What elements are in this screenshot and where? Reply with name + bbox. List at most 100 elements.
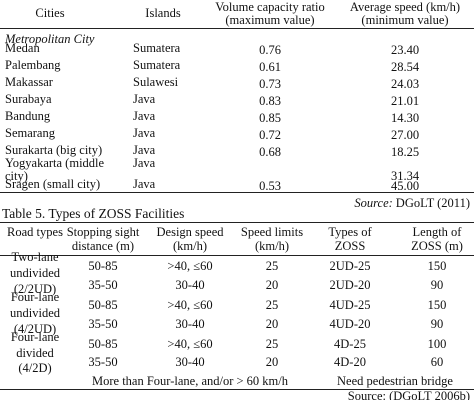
cell-value: 0.83 <box>259 94 281 108</box>
table-rule <box>0 192 474 193</box>
road-type: Two-lane <box>11 250 59 264</box>
city: city) <box>5 169 28 183</box>
cell-value: 20 <box>265 317 279 331</box>
column-header: (km/h) <box>172 239 208 253</box>
cell-value: 0.85 <box>259 111 281 125</box>
cell-value: 45.00 <box>390 179 420 193</box>
source-text: Source: (DGoLT 2006b) <box>347 389 470 400</box>
cell-value: 50-85 <box>88 337 118 351</box>
road-type: Four-lane <box>10 290 60 304</box>
table-rule <box>0 255 474 256</box>
cell-value: >40, ≤60 <box>167 298 213 312</box>
cell-value: 25 <box>265 298 279 312</box>
cell-value: 150 <box>427 259 447 273</box>
column-header: (maximum value) <box>225 13 315 27</box>
city: Medan <box>5 41 40 55</box>
island: Java <box>133 126 156 140</box>
cell-value: 4UD-20 <box>329 317 371 331</box>
column-header: Stopping sight <box>66 225 140 239</box>
city: Surakarta (big city) <box>5 143 103 157</box>
cell-value: 21.01 <box>390 94 420 108</box>
cell-value: >40, ≤60 <box>167 259 213 273</box>
cell-value: 31.34 <box>390 169 420 183</box>
city: Sragen (small city) <box>5 177 101 191</box>
road-type: (2/2UD) <box>13 282 57 296</box>
cell-value: 23.40 <box>390 43 420 57</box>
cell-value: 100 <box>427 337 447 351</box>
table-caption: Table 5. Types of ZOSS Facilities <box>2 206 185 221</box>
city: Surabaya <box>5 92 52 106</box>
source-text: DGoLT (2011) <box>395 196 470 210</box>
island: Java <box>133 143 156 157</box>
cell-value: 0.61 <box>259 60 281 74</box>
cell-value: 30-40 <box>175 317 205 331</box>
road-type: divided <box>16 346 54 360</box>
column-header: Road types <box>7 225 63 239</box>
city: Palembang <box>5 58 61 72</box>
cell-value: 18.25 <box>390 145 420 159</box>
island: Java <box>133 177 156 191</box>
footer-cell: More than Four-lane, and/or > 60 km/h <box>92 374 288 388</box>
column-header: (minimum value) <box>361 13 449 27</box>
cell-value: 2UD-25 <box>329 259 371 273</box>
city: Makassar <box>5 75 53 89</box>
column-header: Cities <box>35 6 65 20</box>
cell-value: >40, ≤60 <box>167 337 213 351</box>
road-type: Four-lane <box>10 330 60 344</box>
city: Yogyakarta (middle <box>5 156 105 170</box>
cell-value: 35-50 <box>88 317 118 331</box>
island: Sumatera <box>133 58 181 72</box>
cell-value: 0.53 <box>259 179 281 193</box>
cell-value: 28.54 <box>390 60 420 74</box>
column-header: ZOSS (m) <box>411 239 463 253</box>
column-header: Average speed (km/h) <box>349 0 461 14</box>
cell-value: 60 <box>430 355 444 369</box>
cell-value: 90 <box>430 317 444 331</box>
table-rule <box>0 389 474 390</box>
road-type: (4/2D) <box>18 361 52 375</box>
cell-value: 0.73 <box>259 77 281 91</box>
cell-value: 2UD-20 <box>329 278 371 292</box>
cell-value: 50-85 <box>88 298 118 312</box>
footer-cell: Need pedestrian bridge <box>337 374 453 388</box>
cell-value: 0.72 <box>259 128 281 142</box>
column-header: Volume capacity ratio <box>215 0 325 14</box>
island: Java <box>133 109 156 123</box>
cell-value: 0.76 <box>259 43 281 57</box>
island: Java <box>133 92 156 106</box>
cell-value: 25 <box>265 337 279 351</box>
city: Bandung <box>5 109 51 123</box>
cell-value: 35-50 <box>88 278 118 292</box>
column-header: ZOSS <box>334 239 366 253</box>
column-header: Length of <box>412 225 462 239</box>
column-header: distance (m) <box>71 239 135 253</box>
road-type: (4/2UD) <box>13 322 57 336</box>
cell-value: 50-85 <box>88 259 118 273</box>
cell-value: 30-40 <box>175 278 205 292</box>
cell-value: 35-50 <box>88 355 118 369</box>
column-header: Islands <box>145 6 181 20</box>
road-type: undivided <box>10 306 60 320</box>
column-header: Types of <box>328 225 372 239</box>
column-header: Speed limits <box>240 225 304 239</box>
section-label: Metropolitan City <box>5 32 95 46</box>
table-rule <box>0 28 474 29</box>
cell-value: 150 <box>427 298 447 312</box>
cell-value: 20 <box>265 278 279 292</box>
cell-value: 4D-20 <box>334 355 366 369</box>
cell-value: 27.00 <box>390 128 420 142</box>
cell-value: 24.03 <box>390 77 420 91</box>
cell-value: 14.30 <box>390 111 420 125</box>
cell-value: 90 <box>430 278 444 292</box>
column-header: (km/h) <box>254 239 290 253</box>
island: Sumatera <box>133 41 181 55</box>
cell-value: 4D-25 <box>334 337 366 351</box>
table-rule <box>0 222 474 223</box>
cell-value: 30-40 <box>175 355 205 369</box>
island: Java <box>133 156 156 170</box>
cell-value: 25 <box>265 259 279 273</box>
city: Semarang <box>5 126 55 140</box>
cell-value: 4UD-25 <box>329 298 371 312</box>
cell-value: 20 <box>265 355 279 369</box>
